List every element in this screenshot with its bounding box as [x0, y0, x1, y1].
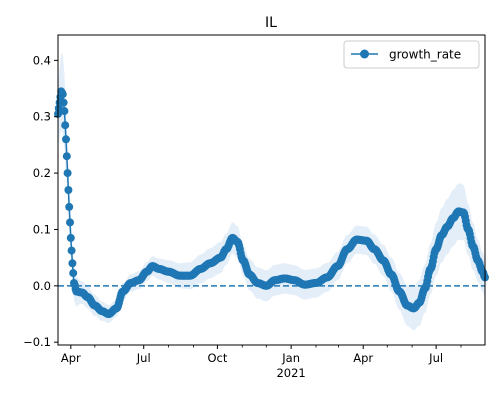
data-point: [66, 218, 74, 227]
data-point: [60, 107, 69, 116]
data-point: [58, 90, 67, 99]
data-point: [59, 98, 68, 107]
legend-label: growth_rate: [389, 48, 461, 62]
legend-marker-swatch: [360, 49, 369, 59]
x-tick-label: Oct: [207, 351, 227, 365]
x-tick-label: Jan: [281, 351, 300, 365]
data-point: [69, 269, 78, 278]
x-tick-label: Jul: [136, 351, 151, 365]
data-point: [66, 233, 75, 242]
y-tick-label: 0.3: [33, 110, 51, 124]
legend: growth_rate: [343, 40, 480, 69]
data-point: [62, 135, 70, 144]
y-tick-label: 0.0: [33, 279, 51, 293]
data-point: [67, 246, 76, 255]
axes-frame: [57, 34, 486, 346]
legend-box: [343, 40, 480, 69]
y-tick-label: −0.1: [23, 335, 51, 349]
chart-title: IL: [265, 15, 277, 31]
y-tick-label: 0.2: [33, 166, 51, 180]
x-year-label: 2021: [276, 366, 305, 380]
x-axis-ticks: Apr Jul Oct Jan Apr Jul 2021: [61, 345, 462, 380]
data-point: [68, 259, 77, 268]
data-point: [61, 121, 70, 130]
y-tick-label: 0.4: [33, 53, 51, 67]
x-tick-label: Apr: [61, 351, 81, 365]
y-tick-label: 0.1: [33, 222, 51, 236]
y-axis-ticks: −0.1 0.0 0.1 0.2 0.3 0.4: [23, 53, 58, 349]
x-tick-label: Apr: [353, 351, 373, 365]
data-point: [65, 202, 74, 211]
x-tick-label: Jul: [428, 351, 443, 365]
data-point: [62, 152, 71, 161]
data-point: [63, 169, 72, 178]
series-markers: [54, 87, 489, 318]
data-point: [64, 186, 73, 194]
